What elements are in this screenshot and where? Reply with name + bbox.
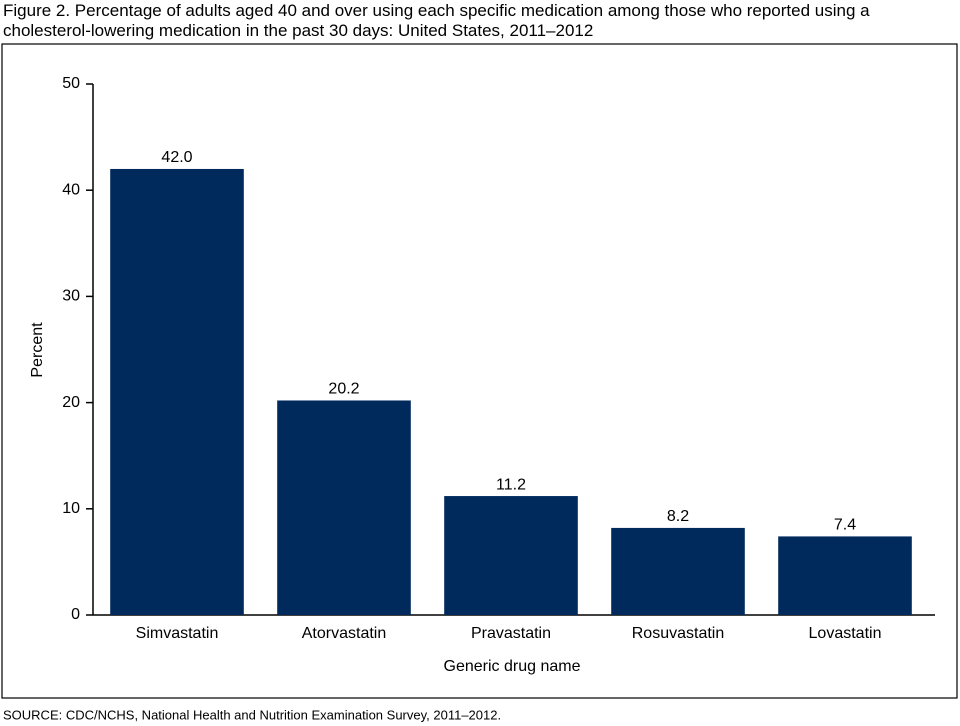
chart-title: Figure 2. Percentage of adults aged 40 a…: [3, 1, 870, 40]
value-label: 42.0: [161, 149, 192, 166]
x-tick-label: Atorvastatin: [302, 625, 386, 642]
y-tick-label: 0: [71, 606, 80, 623]
value-label: 7.4: [834, 517, 856, 534]
bar: [110, 168, 244, 615]
y-tick-label: 30: [62, 288, 80, 305]
y-tick-label: 50: [62, 75, 80, 92]
bar: [611, 527, 745, 615]
bar: [778, 536, 912, 615]
y-tick-label: 40: [62, 181, 80, 198]
value-label: 11.2: [496, 476, 526, 493]
value-label: 8.2: [667, 508, 689, 525]
x-tick-label: Rosuvastatin: [632, 625, 725, 642]
source-note: SOURCE: CDC/NCHS, National Health and Nu…: [3, 707, 501, 722]
x-axis-label: Generic drug name: [444, 658, 581, 675]
y-tick-label: 20: [62, 394, 80, 411]
x-tick-label: Simvastatin: [136, 625, 219, 642]
chart-frame: [1, 43, 958, 699]
y-axis-label: Percent: [29, 322, 46, 378]
bar: [277, 400, 411, 615]
bar: [444, 496, 578, 615]
x-tick-label: Pravastatin: [471, 625, 551, 642]
value-label: 20.2: [328, 381, 359, 398]
x-tick-label: Lovastatin: [809, 625, 882, 642]
y-tick-label: 10: [62, 500, 80, 517]
